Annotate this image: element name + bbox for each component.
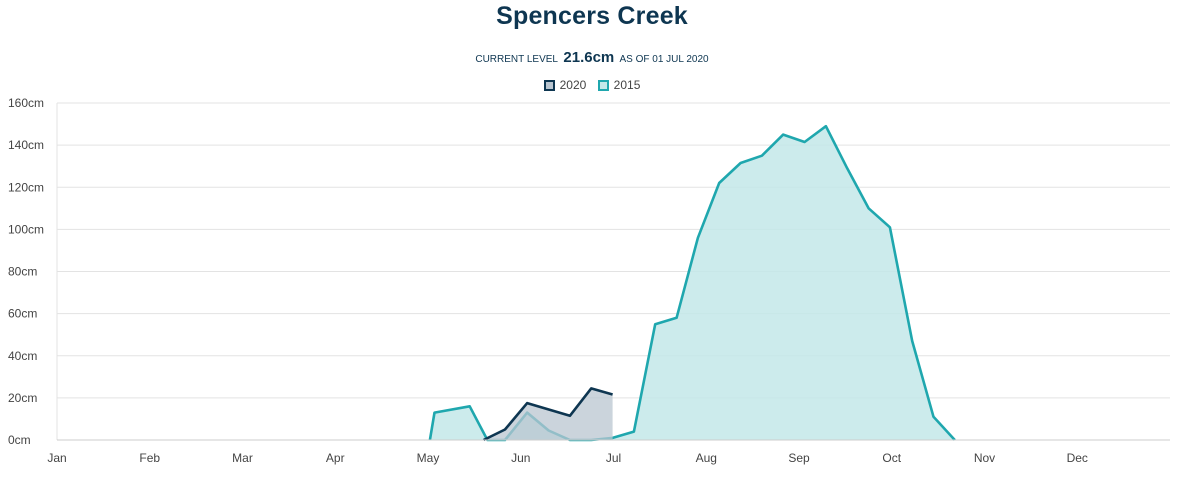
x-tick-label: Oct [882,451,901,465]
series-area-2020 [483,388,613,440]
current-level: CURRENT LEVEL 21.6cm AS OF 01 JUL 2020 [0,49,1184,66]
legend-item-2015[interactable]: 2015 [597,78,641,92]
y-tick-label: 20cm [8,391,37,405]
current-level-label: CURRENT LEVEL [475,54,558,65]
y-tick-label: 40cm [8,349,37,363]
x-tick-label: Aug [696,451,717,465]
x-tick-label: Feb [139,451,160,465]
y-tick-label: 0cm [8,433,31,447]
y-tick-label: 100cm [8,222,44,236]
y-tick-label: 140cm [8,138,44,152]
legend-label-2015: 2015 [613,78,641,92]
legend-label-2020: 2020 [559,78,587,92]
current-level-value: 21.6cm [563,49,615,66]
legend-swatch-2015 [597,79,609,91]
x-tick-label: Mar [232,451,253,465]
chart-title: Spencers Creek [496,2,688,30]
series-line-2020[interactable] [483,387,613,442]
x-tick-label: Dec [1067,451,1088,465]
series-layer [428,124,956,442]
x-tick-label: Apr [326,451,345,465]
x-axis: Jan Feb Mar Apr May Jun Jul Aug Sep Oct Nov Dec [47,439,1170,465]
x-tick-label: Nov [974,451,995,465]
x-tick-label: May [417,451,440,465]
current-level-date: AS OF 01 JUL 2020 [619,54,709,65]
x-tick-label: Sep [788,451,810,465]
chart-legend: 2020 2015 [0,78,1184,94]
legend-item-2020[interactable]: 2020 [543,78,587,92]
y-tick-label: 160cm [8,96,44,110]
legend-swatch-2020 [543,79,555,91]
y-tick-label: 80cm [8,265,37,279]
x-tick-label: Jan [47,451,66,465]
y-tick-label: 60cm [8,307,37,321]
y-tick-label: 120cm [8,180,44,194]
grid-lines [57,102,1170,399]
x-tick-label: Jul [606,451,621,465]
y-axis: 0cm 20cm 40cm 60cm 80cm 100cm 120cm 140cm 160cm [8,96,58,447]
series-area-2015 [429,126,955,440]
x-tick-label: Jun [511,451,530,465]
